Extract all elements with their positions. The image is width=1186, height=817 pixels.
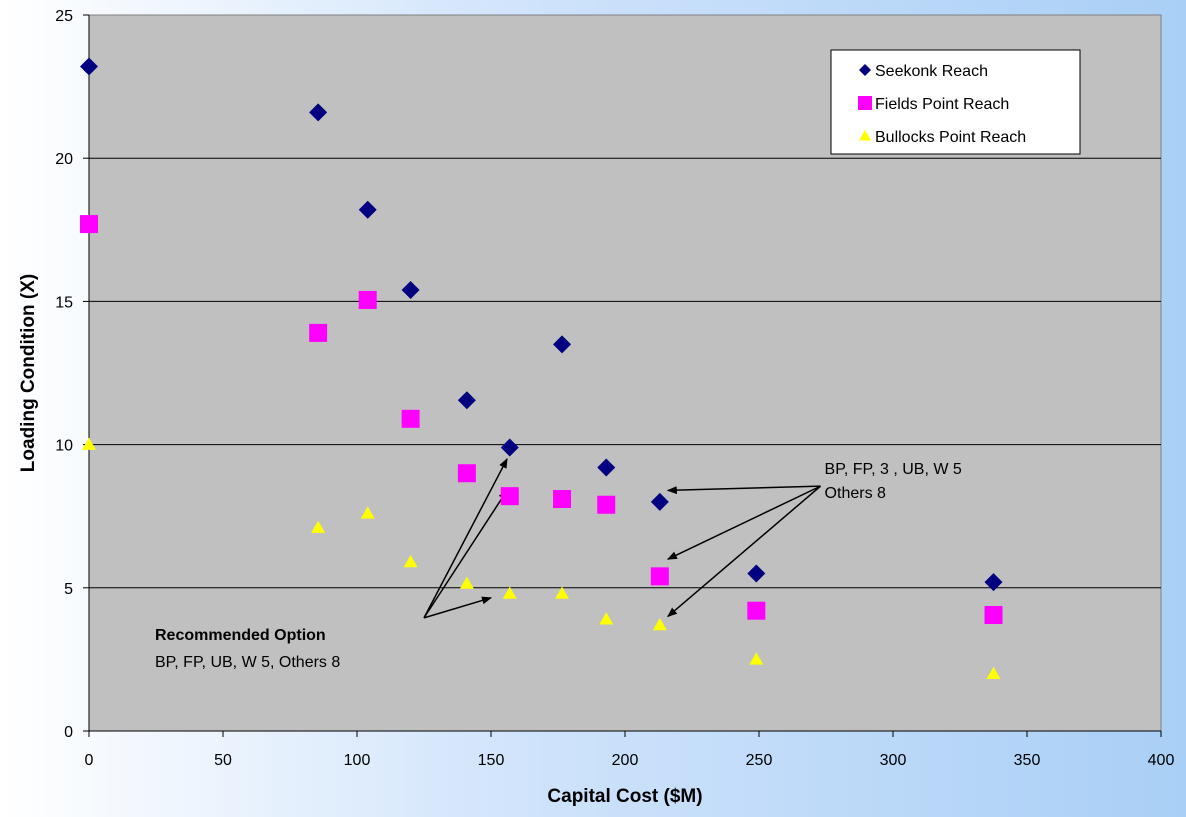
x-tick-label: 300 [880,752,907,769]
fields-point-point [500,487,519,506]
bullocks-point-point [599,612,614,625]
fields-point-point [984,606,1003,625]
fields-point-point [650,567,669,586]
seekonk-point [401,280,420,299]
legend-label: Seekonk Reach [875,63,988,80]
legend-marker [859,130,871,141]
seekonk-point [650,492,669,511]
x-tick-label: 150 [478,752,505,769]
y-tick-label: 15 [55,294,73,311]
bullocks-point-point [459,576,474,589]
legend-box [830,49,1081,155]
recommended-option-subtitle: BP, FP, UB, W 5, Others 8 [155,654,340,671]
seekonk-point [984,573,1003,592]
bullocks-point-point [82,437,96,450]
legend-marker [859,64,871,76]
annotations: BP, FP, 3 , UB, W 5 Others 8 Recommended O… [155,458,962,671]
seekonk-point [500,438,519,457]
y-tick-label: 10 [55,438,73,455]
fields-point-point [401,409,420,428]
annotation-arrow [423,489,508,619]
seekonk-point [747,564,766,583]
x-tick-label: 200 [612,752,639,769]
x-axis-title: Capital Cost ($M) [547,786,702,807]
bullocks-point-point [360,506,375,519]
annotation-text: Others 8 [825,485,886,502]
x-tick-label: 400 [1148,752,1175,769]
seekonk-point [309,103,328,122]
fields-point-point [457,464,476,483]
fields-point-point [747,601,766,620]
legend: Seekonk Reach Fields Point Reach Bullocks … [830,49,1081,155]
annotation-text: BP, FP, 3 , UB, W 5 [825,461,962,478]
data-points [80,57,1003,679]
seekonk-point [553,335,572,354]
fields-point-point [80,215,98,234]
bullocks-point-point [502,586,517,599]
x-tick-label: 350 [1014,752,1041,769]
fields-point-point [553,490,572,509]
bullocks-point-point [749,652,764,665]
bullocks-point-point [986,666,1001,679]
annotation-arrow [423,458,508,619]
annotation-arrow [666,485,821,495]
annotation-arrow [667,485,822,618]
y-tick-label: 0 [64,724,73,741]
annotation-arrow [423,596,492,619]
legend-marker [858,96,872,110]
seekonk-point [358,200,377,219]
x-tick-label: 100 [344,752,371,769]
bullocks-point-point [555,586,570,599]
fields-point-point [597,495,616,514]
bullocks-point-point [311,520,326,533]
seekonk-point [597,458,616,477]
y-axis-title: Loading Condition (X) [18,274,39,472]
seekonk-point [457,391,476,410]
fields-point-point [309,323,328,342]
gridlines [89,157,1161,589]
y-tick-label: 25 [55,8,73,25]
bullocks-point-point [652,618,667,631]
annotation-arrow [666,485,821,560]
y-tick-label: 5 [64,581,73,598]
fields-point-point [358,290,377,309]
x-tick-label: 50 [214,752,232,769]
x-tick-label: 0 [85,752,94,769]
legend-label: Bullocks Point Reach [875,129,1026,146]
recommended-option-title: Recommended Option [155,627,326,644]
x-tick-label: 250 [746,752,773,769]
bullocks-point-point [403,555,418,568]
legend-label: Fields Point Reach [875,96,1009,113]
y-tick-label: 20 [55,151,73,168]
seekonk-point [80,57,98,76]
